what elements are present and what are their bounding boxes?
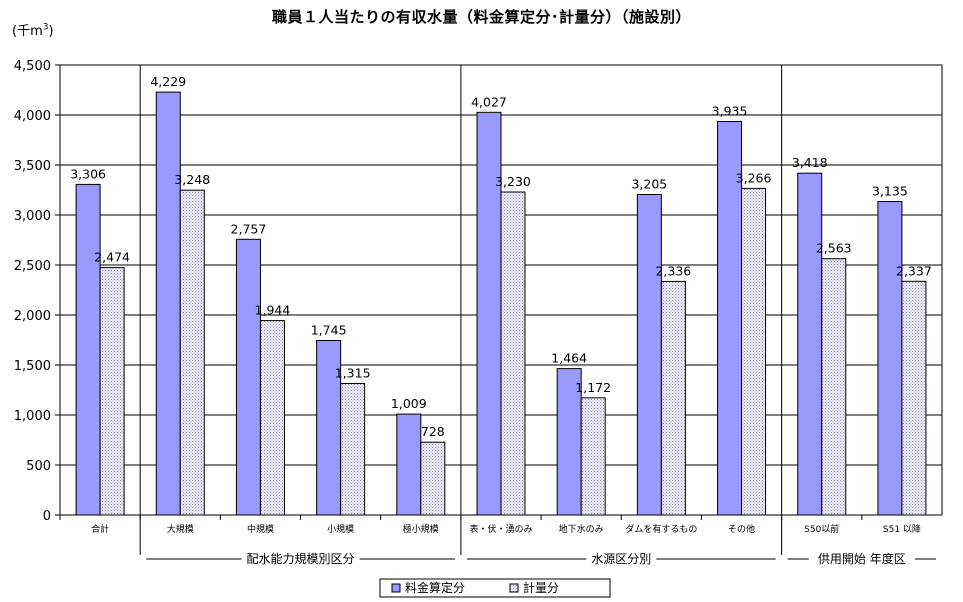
bar-keiryo <box>99 267 125 516</box>
x-category-label: 地下水のみ <box>559 523 604 535</box>
x-category-label: 極小規模 <box>403 523 439 535</box>
y-tick-label: 2,000 <box>14 309 51 324</box>
x-category-label: 中規模 <box>247 523 274 535</box>
legend-label: 料金算定分 <box>405 580 465 595</box>
data-label: 2,336 <box>655 263 691 278</box>
y-tick-label: 1,000 <box>14 409 51 424</box>
unit-close: ) <box>48 24 54 39</box>
x-category-label: 大規模 <box>167 523 194 535</box>
plot-frame <box>59 64 943 516</box>
bar-ryokin <box>235 238 261 516</box>
data-label: 3,935 <box>712 104 748 119</box>
data-label: 728 <box>421 424 445 439</box>
data-label: 3,135 <box>872 184 908 199</box>
data-label: 1,944 <box>255 303 291 318</box>
value-labels: 3,306 2,474 4,229 3,248 2,757 1,944 1,745 1,315… <box>70 74 932 439</box>
data-label: 4,229 <box>150 74 186 89</box>
y-axis-unit: (千m3) <box>12 20 54 39</box>
bar-keiryo <box>179 189 205 516</box>
y-tick-label: 2,500 <box>14 259 51 274</box>
x-category-label: S50以前 <box>804 523 839 535</box>
group-label: 水源区分別 <box>591 552 651 566</box>
y-tick-label: 4,500 <box>14 59 51 74</box>
legend-label: 計量分 <box>523 580 559 595</box>
y-axis-ticks: 0 500 1,000 1,500 2,000 2,500 3,000 3,500 4,000 4… <box>14 59 60 524</box>
legend-box <box>379 578 611 598</box>
group-labels: 配水能力規模別区分 水源区分別 供用開始 年度区 <box>146 551 936 566</box>
y-tick-label: 1,500 <box>14 359 51 374</box>
data-label: 3,205 <box>631 177 667 192</box>
bar-keiryo <box>259 320 285 516</box>
data-label: 2,757 <box>231 221 267 236</box>
y-tick-label: 4,000 <box>14 109 51 124</box>
bar-ryokin <box>717 121 743 516</box>
chart-title: 職員１人当たりの有収水量（料金算定分･計量分）（施設別） <box>271 8 691 26</box>
unit-superscript: 3 <box>42 22 49 33</box>
bar-ryokin <box>636 194 662 516</box>
y-tick-label: 0 <box>43 509 51 524</box>
group-label: 配水能力規模別区分 <box>247 551 355 566</box>
data-label: 2,474 <box>94 250 130 265</box>
data-label: 2,563 <box>816 241 852 256</box>
x-category-label: 小規模 <box>327 524 354 535</box>
data-label: 3,248 <box>174 172 210 187</box>
x-category-label: S51 以降 <box>883 523 921 535</box>
legend-swatch <box>509 583 519 593</box>
bar-ryokin <box>877 201 903 516</box>
legend: 料金算定分 計量分 <box>379 578 611 598</box>
bars <box>75 91 927 516</box>
bar-keiryo <box>500 191 526 516</box>
bar-ryokin <box>316 340 342 516</box>
bar-keiryo <box>660 280 686 516</box>
y-tick-label: 3,000 <box>14 209 51 224</box>
data-label: 1,464 <box>551 351 587 366</box>
data-label: 1,315 <box>335 366 371 381</box>
data-label: 4,027 <box>471 94 507 109</box>
data-label: 3,418 <box>792 155 828 170</box>
bar-ryokin <box>155 91 181 516</box>
bar-ryokin <box>476 111 502 516</box>
bar-keiryo <box>821 258 847 516</box>
data-label: 2,337 <box>896 263 932 278</box>
bar-ryokin <box>396 413 422 516</box>
category-labels: 合計 大規模 中規模 小規模 極小規模 表・伏・湧のみ 地下水のみ ダムを有するもの その他 S5… <box>59 515 921 535</box>
x-category-label: 表・伏・湧のみ <box>469 523 532 535</box>
data-label: 1,172 <box>575 380 611 395</box>
bar-ryokin <box>75 183 101 516</box>
x-category-label: 合計 <box>91 523 109 535</box>
group-label: 供用開始 年度区 <box>818 551 906 566</box>
bar-keiryo <box>420 441 446 516</box>
data-label: 3,266 <box>736 170 772 185</box>
y-tick-label: 3,500 <box>14 159 51 174</box>
data-label: 1,009 <box>391 396 427 411</box>
x-category-label: ダムを有するもの <box>625 523 697 535</box>
bar-keiryo <box>901 280 927 516</box>
data-label: 3,230 <box>495 174 531 189</box>
data-label: 1,745 <box>311 323 347 338</box>
bar-keiryo <box>741 187 767 516</box>
bar-ryokin <box>797 172 823 516</box>
axes <box>59 64 943 555</box>
y-tick-label: 500 <box>26 459 51 474</box>
bar-keiryo <box>580 397 606 516</box>
unit-text: (千m <box>12 24 43 39</box>
legend-swatch <box>391 583 401 593</box>
bar-keiryo <box>340 383 366 516</box>
x-category-label: その他 <box>728 523 755 535</box>
data-label: 3,306 <box>70 166 106 181</box>
